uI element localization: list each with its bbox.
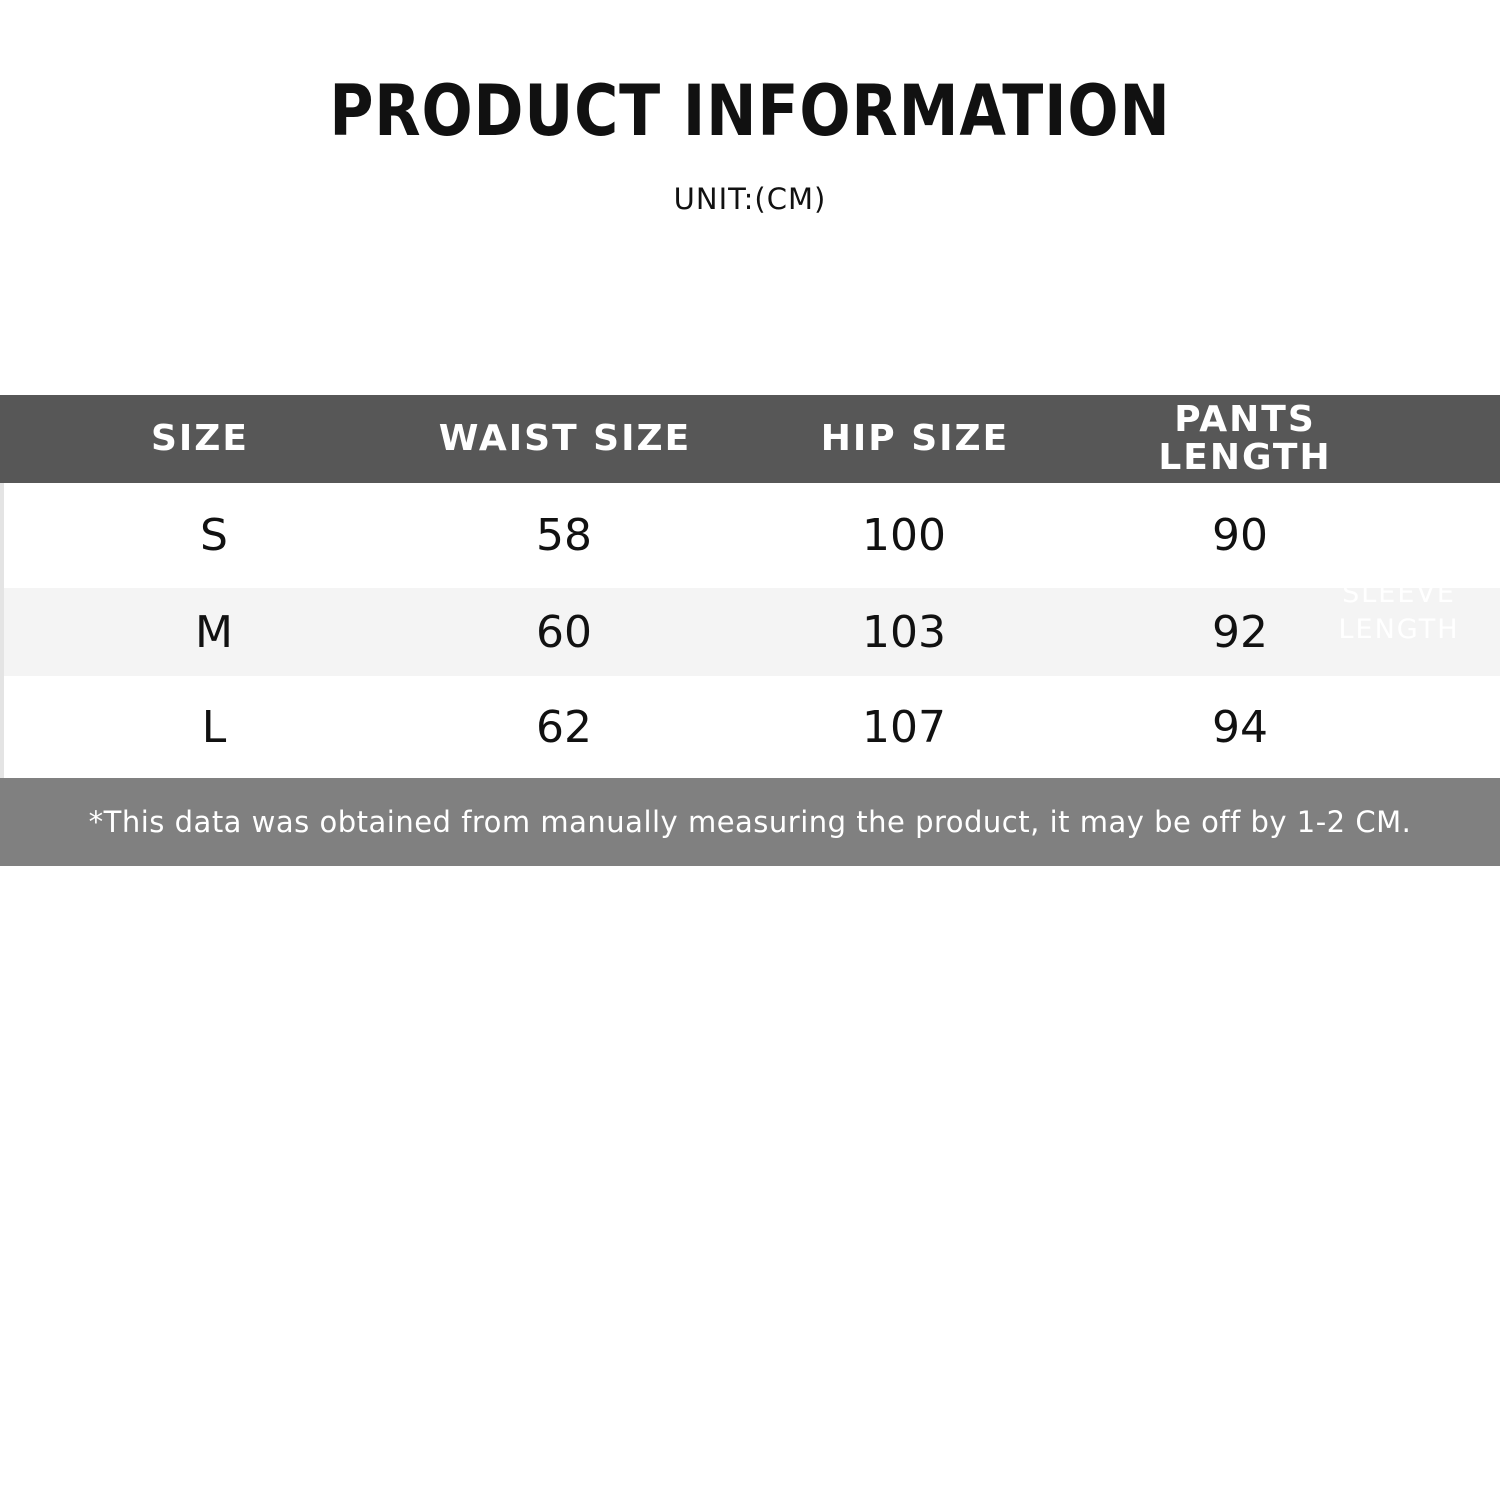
unit-label: UNIT:(CM) [673, 182, 827, 216]
table-row: L 62 107 94 [0, 676, 1500, 778]
cell-size: L [201, 701, 227, 753]
header-size: SIZE [150, 418, 250, 459]
cell-pants-length: 90 [1212, 510, 1268, 561]
cell-waist: 62 [536, 701, 592, 753]
cell-pants-length: 92 [1212, 606, 1268, 658]
cell-waist: 60 [536, 606, 592, 658]
cell-hip: 103 [862, 606, 946, 658]
header-pants-length: PANTS LENGTH [1158, 399, 1332, 478]
cell-waist: 58 [536, 510, 592, 561]
cell-pants-length: 94 [1212, 701, 1268, 753]
cell-hip: 107 [862, 701, 946, 753]
page-title: PRODUCT INFORMATION [329, 70, 1171, 152]
cell-size: M [195, 606, 233, 658]
cell-size: S [200, 510, 228, 561]
header-hip: HIP SIZE [820, 418, 1010, 459]
cell-hip: 100 [862, 510, 946, 561]
footnote: *This data was obtained from manually me… [0, 778, 1500, 866]
table-header: SIZE WAIST SIZE HIP SIZE PANTS LENGTH [0, 395, 1500, 483]
table-row: M 60 103 92 SLEEVE LENGTH [0, 578, 1500, 676]
header-waist: WAIST SIZE [438, 418, 692, 459]
ghost-sleeve-length-label: SLEEVE LENGTH [1338, 578, 1460, 645]
size-table: SIZE WAIST SIZE HIP SIZE PANTS LENGTH S … [0, 395, 1500, 866]
table-row: S 58 100 90 [0, 483, 1500, 588]
